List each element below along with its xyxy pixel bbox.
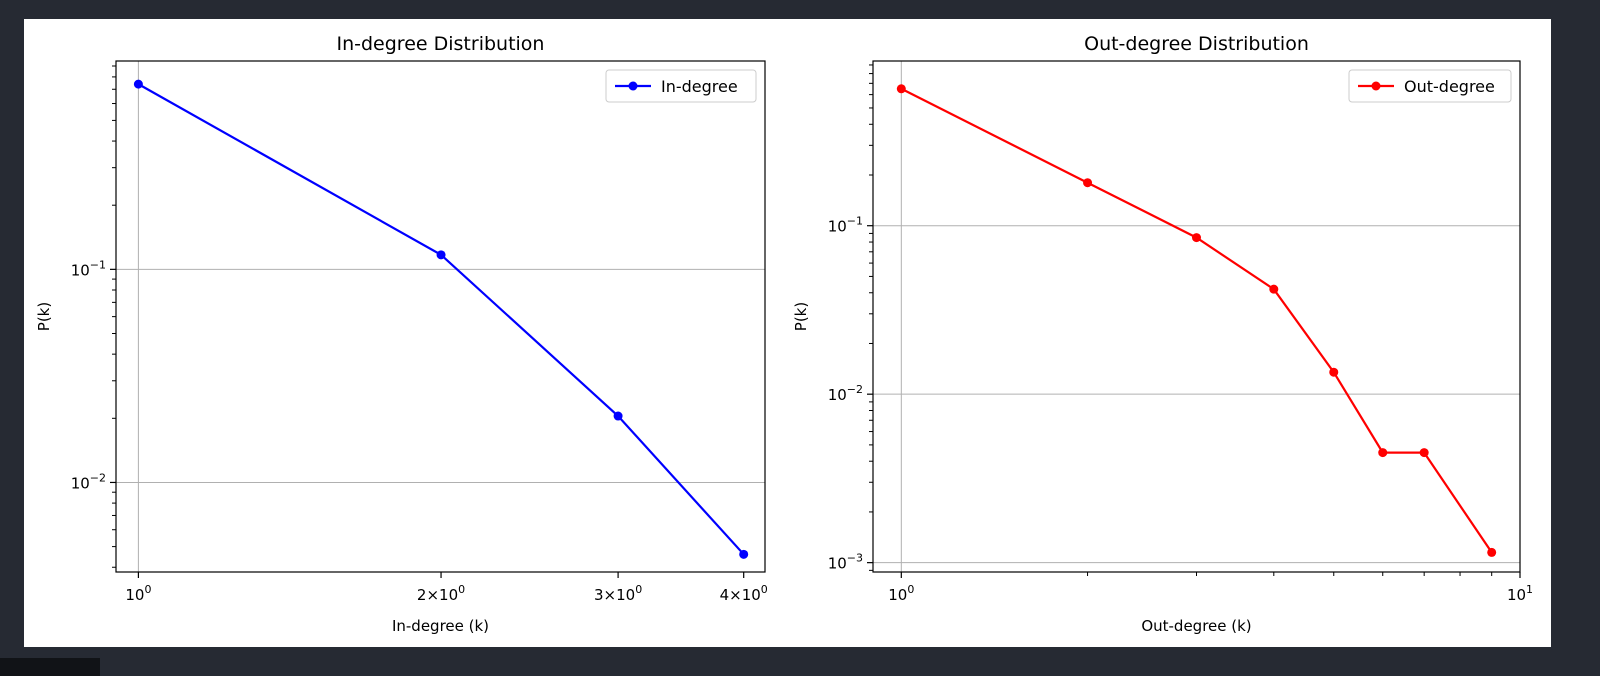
figure: 100 2×100 3×100 4×100 10−1 10−2 In-degree Dist… [24,19,1551,647]
data-point [1192,233,1201,243]
x-tick-label: 101 [1507,583,1533,604]
data-point [613,411,623,421]
x-tick-label: 4×100 [720,583,768,604]
legend-box [1348,69,1512,103]
data-point [1329,367,1339,377]
plot-frame [115,60,766,573]
series-line [137,83,745,556]
data-point [1269,284,1279,294]
legend: In-degree [605,69,757,103]
y-axis-label: P(k) [792,302,810,331]
x-tick-label: 3×100 [594,583,642,604]
y-tick-label: 10−2 [71,471,106,492]
legend-swatch-marker [1371,81,1381,91]
in-degree-chart: 100 2×100 3×100 4×100 10−1 10−2 In-degree Dist… [35,33,768,635]
y-axis-label: P(k) [35,302,53,331]
data-point [436,250,446,260]
data-point [1378,448,1388,458]
data-point [1083,178,1093,188]
out-degree-chart: 100 101 10−1 10−2 10−3 Out-degree Distributio… [792,33,1533,635]
legend: Out-degree [1348,69,1512,103]
data-point [1487,547,1497,557]
legend-label: Out-degree [1404,77,1495,96]
legend-label: In-degree [661,77,738,96]
legend-box [605,69,757,103]
data-point [133,79,143,89]
charts-canvas: 100 2×100 3×100 4×100 10−1 10−2 In-degree Dist… [35,33,1533,635]
plot-frame [872,60,1521,573]
corner-tab [0,658,100,676]
data-point [896,84,906,94]
x-tick-label: 100 [888,583,914,604]
y-tick-label: 10−1 [828,215,863,236]
y-tick-label: 10−2 [828,383,863,404]
y-tick-label: 10−1 [71,258,106,279]
chart-title: Out-degree Distribution [1084,33,1309,55]
series-line [900,87,1493,554]
chart-title: In-degree Distribution [337,33,545,55]
y-tick-label: 10−3 [828,552,863,573]
legend-swatch-marker [628,81,638,91]
x-axis-label: In-degree (k) [392,617,489,635]
x-tick-label: 2×100 [417,583,465,604]
data-point [739,549,749,559]
x-tick-label: 100 [125,583,151,604]
x-axis-label: Out-degree (k) [1141,617,1251,635]
data-point [1419,448,1429,458]
